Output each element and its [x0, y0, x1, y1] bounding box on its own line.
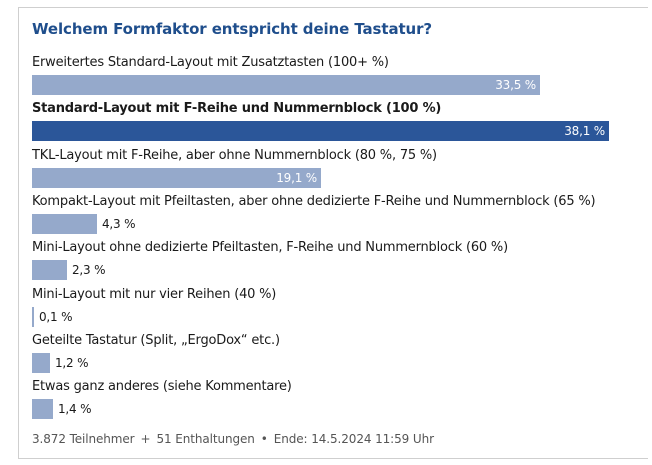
poll-footer: 3.872 Teilnehmer +51 Enthaltungen • Ende: 1… — [32, 432, 434, 446]
option-result-bar — [32, 75, 540, 95]
option-label: Erweitertes Standard-Layout mit Zusatzta… — [32, 55, 389, 70]
option-bar-track: 0,1 % — [32, 306, 638, 327]
option-label: Standard-Layout mit F-Reihe und Nummernb… — [32, 101, 442, 117]
option-label: Etwas ganz anderes (siehe Kommentare) — [32, 379, 292, 395]
option-percentage: 4,3 % — [102, 216, 136, 231]
option-bar-track: 1,4 % — [32, 399, 638, 420]
poll-option: Mini-Layout mit nur vier Reihen (40 %) 0,… — [32, 287, 638, 331]
option-percentage: 38,1 % — [564, 124, 605, 139]
option-percentage: 2,3 % — [72, 263, 106, 278]
option-bar-track: 2,3 % — [32, 260, 638, 281]
option-percentage: 19,1 % — [276, 170, 317, 185]
poll-option: Standard-Layout mit F-Reihe und Nummernb… — [32, 101, 638, 145]
option-result-bar — [32, 352, 50, 373]
option-label: Mini-Layout mit nur vier Reihen (40 %) — [32, 286, 277, 302]
poll-option: Erweitertes Standard-Layout mit Zusatzta… — [32, 55, 638, 99]
footer-separator-bullet: • — [260, 432, 268, 446]
option-percentage: 33,5 % — [495, 78, 536, 92]
poll-option: Kompakt-Layout mit Pfeiltasten, aber ohn… — [32, 194, 638, 238]
option-percentage: 0,1 % — [39, 309, 73, 324]
option-result-bar — [32, 306, 34, 327]
option-bar-track: 33,5 % — [32, 75, 638, 95]
option-result-bar — [32, 399, 53, 420]
poll-option: Etwas ganz anderes (siehe Kommentare) 1,4… — [32, 379, 638, 423]
option-label: Mini-Layout ohne dedizierte Pfeiltasten,… — [32, 240, 508, 256]
participants-count: 3.872 Teilnehmer — [32, 432, 135, 446]
footer-separator-plus: + — [140, 432, 151, 446]
option-label: TKL-Layout mit F-Reihe, aber ohne Nummer… — [32, 147, 437, 163]
option-result-bar — [32, 167, 321, 188]
option-result-bar — [32, 260, 67, 281]
poll-widget: Welchem Formfaktor entspricht deine Tast… — [18, 7, 648, 459]
poll-title: Welchem Formfaktor entspricht deine Tast… — [32, 20, 433, 38]
poll-option: Mini-Layout ohne dedizierte Pfeiltasten,… — [32, 240, 638, 284]
option-percentage: 1,2 % — [55, 355, 89, 370]
poll-option: Geteilte Tastatur (Split, „ErgoDox“ etc.… — [32, 333, 638, 377]
option-result-bar — [32, 213, 97, 234]
option-bar-track: 1,2 % — [32, 352, 638, 373]
poll-end-date: Ende: 14.5.2024 11:59 Uhr — [273, 432, 434, 446]
option-label: Geteilte Tastatur (Split, „ErgoDox“ etc.… — [32, 332, 280, 348]
option-label: Kompakt-Layout mit Pfeiltasten, aber ohn… — [32, 193, 596, 209]
option-bar-track: 19,1 % — [32, 167, 638, 188]
abstentions-count: 51 Enthaltungen — [156, 432, 255, 446]
option-result-bar — [32, 121, 609, 142]
option-bar-track: 4,3 % — [32, 213, 638, 234]
option-percentage: 1,4 % — [58, 402, 92, 417]
option-bar-track: 38,1 % — [32, 121, 638, 142]
poll-option: TKL-Layout mit F-Reihe, aber ohne Nummer… — [32, 148, 638, 192]
